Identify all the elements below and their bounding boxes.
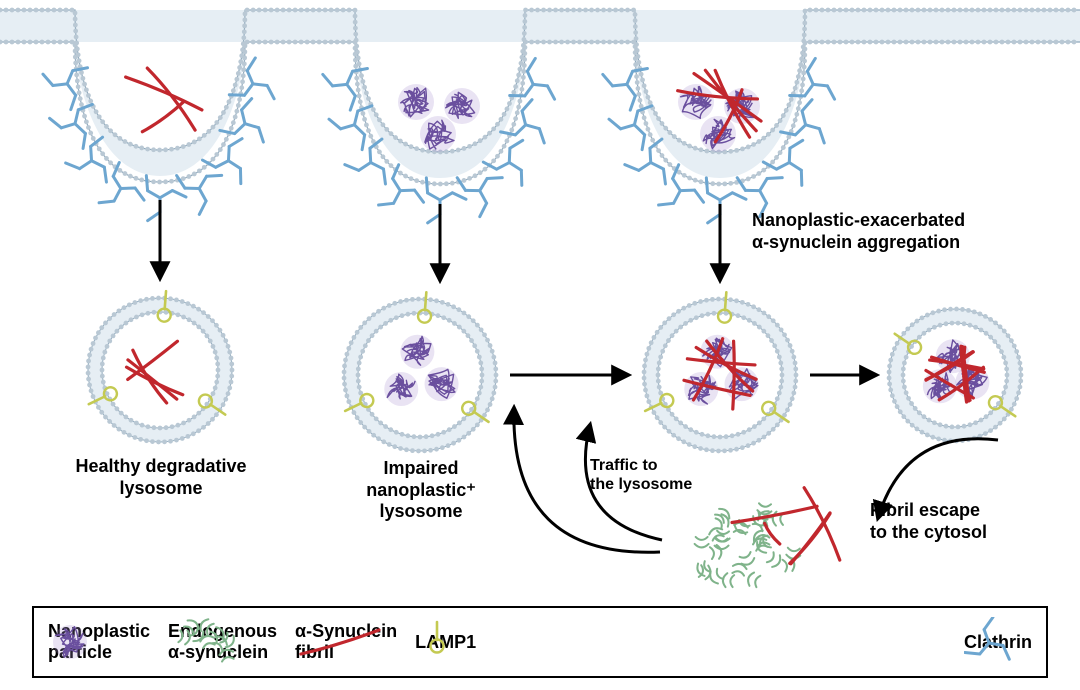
label-healthy-lysosome: Healthy degradative lysosome: [66, 456, 256, 499]
label-line: Traffic to: [590, 457, 658, 474]
label-line: nanoplastic⁺: [366, 480, 476, 500]
endogenous-icon: [168, 614, 240, 670]
fibril-icon: [295, 620, 385, 664]
nanoplastic-icon: [48, 620, 92, 664]
label-line: Fibril escape: [870, 500, 980, 520]
label-escape: Fibril escape to the cytosol: [870, 500, 1070, 543]
label-line: to the cytosol: [870, 522, 987, 542]
legend-box: Nanoplastic particle Endogenous α-synucl…: [32, 606, 1048, 678]
legend-item-endogenous: Endogenous α-synuclein: [168, 621, 277, 662]
legend-item-clathrin: Clathrin: [964, 632, 1032, 653]
diagram-root: Healthy degradative lysosome Impaired na…: [0, 0, 1080, 690]
label-line: lysosome: [119, 478, 202, 498]
label-line: α-synuclein aggregation: [752, 232, 960, 252]
label-impaired-lysosome: Impaired nanoplastic⁺ lysosome: [336, 458, 506, 523]
label-line: Impaired: [383, 458, 458, 478]
legend-item-fibril: α-Synuclein fibril: [295, 621, 397, 662]
label-line: Healthy degradative: [75, 456, 246, 476]
label-line: the lysosome: [590, 476, 692, 493]
legend-item-nanoplastic: Nanoplastic particle: [48, 621, 150, 662]
diagram-svg: [0, 0, 1080, 690]
label-line: lysosome: [379, 501, 462, 521]
label-exacerbated: Nanoplastic-exacerbated α-synuclein aggr…: [752, 210, 1052, 253]
clathrin-icon: [964, 617, 1014, 667]
label-line: Nanoplastic-exacerbated: [752, 210, 965, 230]
label-traffic: Traffic to the lysosome: [590, 456, 770, 494]
lamp1-icon: [415, 614, 459, 670]
legend-item-lamp1: LAMP1: [415, 632, 476, 653]
